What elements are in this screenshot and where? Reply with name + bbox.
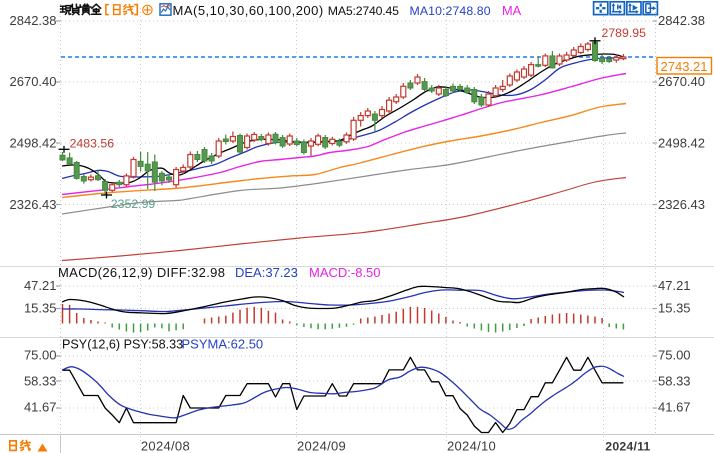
svg-text:2352.99: 2352.99 (111, 197, 156, 211)
svg-text:2789.95: 2789.95 (602, 26, 647, 40)
svg-text:MA: MA (502, 3, 522, 18)
svg-text:MA5:2740.45: MA5:2740.45 (328, 4, 399, 18)
svg-text:MA(5,10,30,60,100,200): MA(5,10,30,60,100,200) (173, 3, 324, 18)
svg-text:2024/11: 2024/11 (605, 440, 650, 453)
svg-text:15.35: 15.35 (24, 301, 57, 316)
svg-text:2024/10: 2024/10 (447, 439, 496, 453)
svg-text:MA10:2748.80: MA10:2748.80 (410, 4, 491, 18)
svg-text:41.67: 41.67 (24, 400, 57, 415)
svg-text:2670.40: 2670.40 (10, 74, 57, 89)
svg-text:58.33: 58.33 (658, 374, 691, 389)
svg-text:15.35: 15.35 (658, 301, 691, 316)
svg-text:75.00: 75.00 (658, 348, 691, 363)
svg-text:2498.42: 2498.42 (10, 136, 57, 151)
svg-text:2670.40: 2670.40 (658, 74, 705, 89)
svg-text:2498.42: 2498.42 (658, 136, 705, 151)
svg-text:2842.38: 2842.38 (658, 13, 705, 28)
svg-text:MACD(26,12,9) DIFF:32.98: MACD(26,12,9) DIFF:32.98 (58, 265, 225, 280)
svg-text:MACD:-8.50: MACD:-8.50 (309, 265, 381, 280)
svg-text:2326.43: 2326.43 (10, 197, 57, 212)
svg-text:75.00: 75.00 (24, 348, 57, 363)
svg-text:58.33: 58.33 (24, 374, 57, 389)
svg-text:PSY(12,6) PSY:58.33: PSY(12,6) PSY:58.33 (62, 338, 183, 352)
svg-text:2743.21: 2743.21 (661, 59, 708, 74)
svg-text:2842.38: 2842.38 (10, 13, 57, 28)
svg-text:DEA:37.23: DEA:37.23 (235, 265, 298, 280)
svg-text:47.21: 47.21 (24, 278, 57, 293)
svg-text:2483.56: 2483.56 (70, 136, 115, 150)
svg-text:2024/08: 2024/08 (141, 439, 190, 453)
svg-text:PSYMA:62.50: PSYMA:62.50 (182, 337, 264, 352)
svg-text:47.21: 47.21 (658, 278, 691, 293)
svg-text:41.67: 41.67 (658, 400, 691, 415)
svg-text:2326.43: 2326.43 (658, 197, 705, 212)
svg-text:2024/09: 2024/09 (297, 439, 346, 453)
